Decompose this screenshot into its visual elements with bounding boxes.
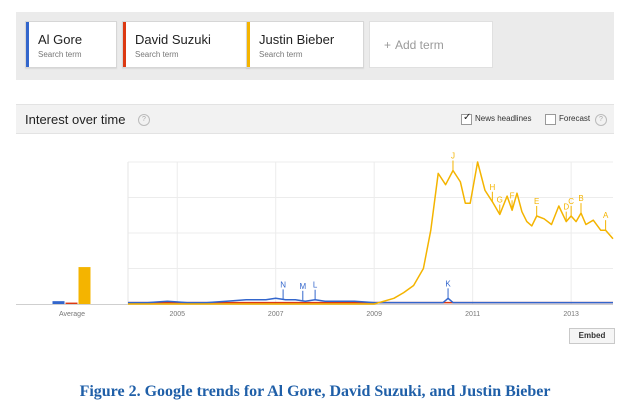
help-icon[interactable]: ? [138, 114, 150, 126]
annotation-c: C [568, 197, 574, 206]
search-term-bar: Al Gore Search term David Suzuki Search … [16, 12, 614, 80]
annotation-g: G [497, 196, 503, 205]
term-name: Justin Bieber [259, 32, 335, 47]
search-term-card-david-suzuki[interactable]: David Suzuki Search term [122, 21, 250, 68]
annotation-n: N [280, 280, 286, 289]
embed-button[interactable]: Embed [569, 328, 615, 344]
annotation-m: M [299, 282, 306, 291]
checkmark-icon: ✓ [463, 112, 472, 123]
annotation-e: E [534, 197, 539, 206]
x-tick-label: 2011 [465, 311, 480, 318]
annotation-f: F [510, 191, 515, 200]
figure-caption: Figure 2. Google trends for Al Gore, Dav… [79, 383, 551, 400]
term-color-stripe [26, 22, 29, 67]
term-name: David Suzuki [135, 32, 211, 47]
term-name: Al Gore [38, 32, 83, 47]
annotation-k: K [445, 279, 451, 288]
news-headlines-checkbox[interactable]: ✓ [461, 112, 472, 125]
x-tick-label: 2005 [169, 311, 185, 318]
term-color-stripe [123, 22, 126, 67]
news-headlines-label: News headlines [475, 114, 532, 123]
section-title: Interest over time [25, 112, 126, 127]
forecast-help-icon[interactable]: ? [595, 114, 607, 126]
x-tick-label: 2013 [563, 311, 579, 318]
x-tick-label: 2009 [366, 311, 382, 318]
plus-icon: + [384, 38, 392, 52]
term-subtitle: Search term [38, 50, 82, 59]
term-color-stripe [247, 22, 250, 67]
annotation-j: J [451, 152, 455, 161]
annotation-b: B [578, 194, 583, 203]
annotation-l: L [313, 281, 318, 290]
annotation-a: A [603, 211, 609, 220]
search-term-card-justin-bieber[interactable]: Justin Bieber Search term [246, 21, 364, 68]
average-bar-david-suzuki [65, 302, 78, 304]
add-term-button[interactable]: + Add term [369, 21, 493, 68]
annotation-d: D [563, 203, 569, 212]
average-bar-al-gore [52, 301, 65, 304]
forecast-label: Forecast [559, 114, 591, 123]
series-line-al-gore [128, 297, 613, 304]
forecast-checkbox[interactable] [545, 114, 556, 125]
add-term-label: Add term [395, 38, 444, 52]
search-term-card-al-gore[interactable]: Al Gore Search term [25, 21, 117, 68]
x-tick-label: 2007 [268, 311, 284, 318]
term-subtitle: Search term [135, 50, 179, 59]
average-bar-justin-bieber [78, 267, 91, 304]
average-label: Average [59, 311, 85, 318]
term-subtitle: Search term [259, 50, 303, 59]
annotation-h: H [489, 183, 495, 192]
interest-over-time-chart: Average 2005 2007 2009 2011 2013 N M L K J HG F E DC B A [16, 152, 614, 318]
interest-over-time-header: Interest over time ? ✓ News headlines Fo… [16, 104, 614, 134]
series-line-justin-bieber [128, 161, 614, 305]
